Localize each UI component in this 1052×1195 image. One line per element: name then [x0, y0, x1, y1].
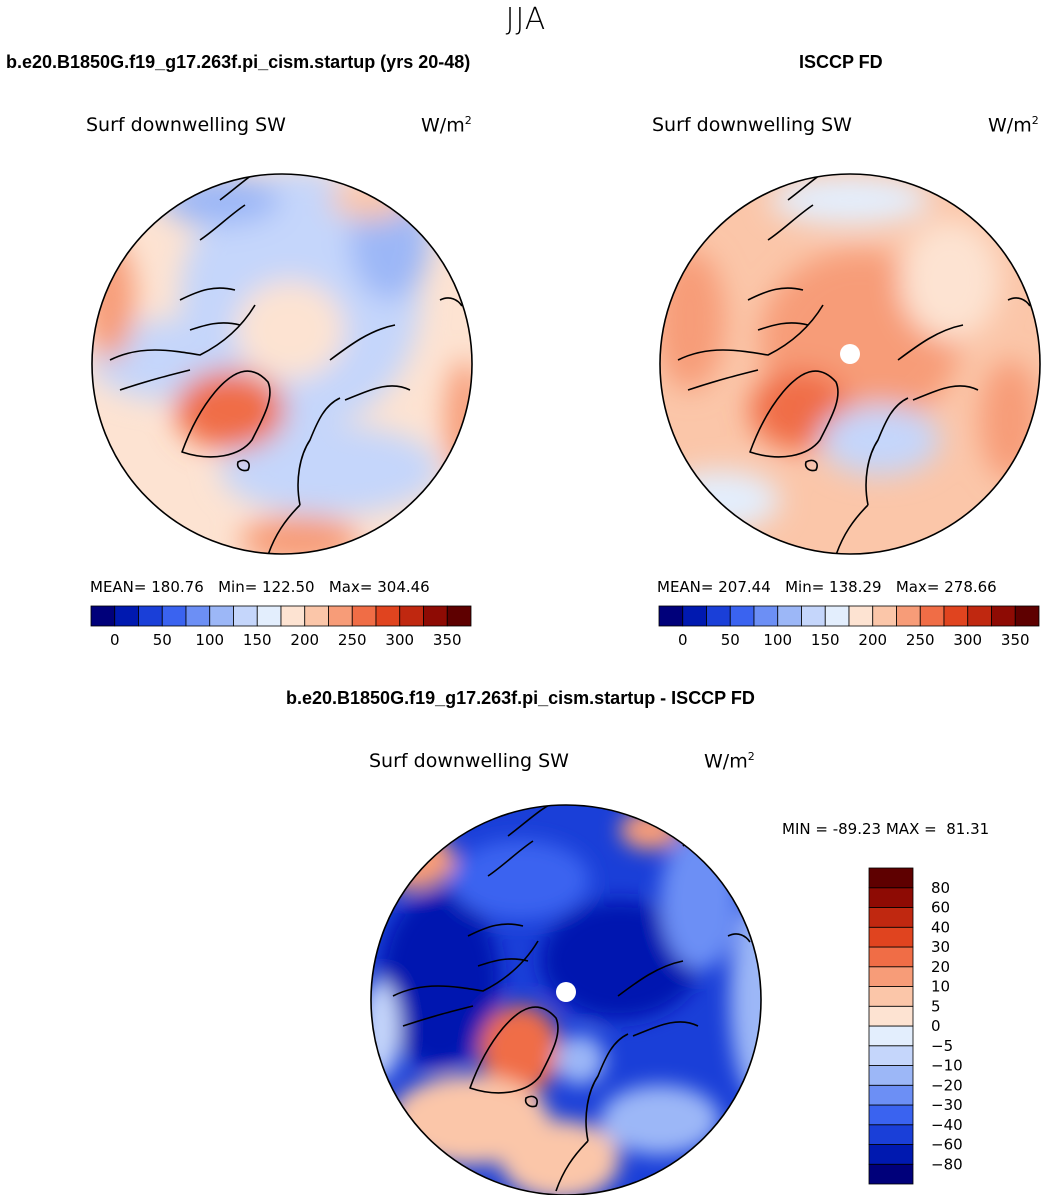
panel-obs-colorbar: 0 50 100 150 200 250 300 350 [658, 605, 1040, 649]
colorbar-swatch [304, 605, 329, 627]
colorbar-swatch [658, 605, 684, 627]
colorbar-swatch [868, 1005, 914, 1027]
panel-model-map [92, 174, 472, 554]
colorbar-tick-label: 100 [763, 631, 792, 649]
colorbar-swatch [868, 966, 914, 987]
colorbar-swatch [868, 1124, 914, 1145]
colorbar-tick-label: 60 [931, 899, 950, 917]
colorbar-swatch [90, 605, 116, 627]
colorbar-swatch [868, 887, 914, 908]
colorbar-tick-label: −5 [931, 1037, 953, 1055]
panel-diff-stats: MIN = -89.23 MAX = 81.31 [782, 820, 990, 838]
colorbar-tick-label: 50 [721, 631, 740, 649]
colorbar-swatch [919, 605, 945, 627]
colorbar-tick-label: 80 [931, 879, 950, 897]
colorbar-tick-label: 250 [906, 631, 935, 649]
colorbar-tick-label: 50 [153, 631, 172, 649]
colorbar-swatch [868, 1144, 914, 1165]
colorbar-swatch [991, 605, 1016, 627]
colorbar-tick-label: 30 [931, 938, 950, 956]
colorbar-tick-label: 350 [433, 631, 462, 649]
colorbar-swatch [114, 605, 139, 627]
colorbar-swatch [896, 605, 921, 627]
colorbar-swatch [868, 867, 914, 889]
colorbar-swatch [868, 1163, 914, 1185]
colorbar-tick-label: 150 [243, 631, 272, 649]
colorbar-swatch [682, 605, 707, 627]
colorbar-swatch [446, 605, 472, 627]
colorbar-swatch [868, 926, 914, 948]
colorbar-swatch [729, 605, 755, 627]
colorbar-tick-label: 0 [931, 1017, 941, 1035]
panel-model-units: W/m2 [421, 114, 472, 137]
panel-model-colorbar: 0 50 100 150 200 250 300 350 [90, 605, 472, 649]
panel-model-stats: MEAN= 180.76 Min= 122.50 Max= 304.46 [90, 578, 430, 596]
colorbar-swatch [1014, 605, 1040, 627]
colorbar-swatch [868, 1104, 914, 1126]
colorbar-tick-label: 100 [195, 631, 224, 649]
colorbar-tick-label: 40 [931, 918, 950, 936]
colorbar-tick-label: 5 [931, 997, 941, 1015]
colorbar-swatch [256, 605, 282, 627]
colorbar-tick-label: 10 [931, 978, 950, 996]
colorbar-tick-label: 0 [678, 631, 688, 649]
colorbar-swatch [824, 605, 850, 627]
panel-model-title: b.e20.B1850G.f19_g17.263f.pi_cism.startu… [6, 52, 471, 72]
colorbar-swatch [848, 605, 874, 627]
colorbar-swatch [161, 605, 187, 627]
colorbar-swatch [138, 605, 163, 627]
colorbar-swatch [423, 605, 448, 627]
colorbar-swatch [777, 605, 802, 627]
colorbar-tick-label: 150 [811, 631, 840, 649]
colorbar-tick-label: −30 [931, 1096, 963, 1114]
colorbar-swatch [872, 605, 897, 627]
colorbar-swatch [753, 605, 779, 627]
season-title: JJA [505, 2, 547, 37]
colorbar-swatch [706, 605, 731, 627]
colorbar-swatch [280, 605, 306, 627]
colorbar-tick-label: −10 [931, 1057, 963, 1075]
colorbar-swatch [967, 605, 992, 627]
panel-diff-variable: Surf downwelling SW [369, 750, 569, 772]
colorbar-swatch [185, 605, 211, 627]
colorbar-swatch [233, 605, 258, 627]
colorbar-swatch [399, 605, 424, 627]
panel-diff-title: b.e20.B1850G.f19_g17.263f.pi_cism.startu… [286, 688, 755, 708]
colorbar-tick-label: −60 [931, 1136, 963, 1154]
panel-obs-stats: MEAN= 207.44 Min= 138.29 Max= 278.66 [657, 578, 997, 596]
colorbar-swatch [943, 605, 969, 627]
colorbar-tick-label: 300 [953, 631, 982, 649]
colorbar-swatch [209, 605, 234, 627]
colorbar-tick-label: −80 [931, 1155, 963, 1173]
colorbar-swatch [868, 946, 914, 968]
colorbar-tick-label: −20 [931, 1076, 963, 1094]
panel-diff-units: W/m2 [704, 750, 755, 773]
colorbar-tick-label: 200 [290, 631, 319, 649]
colorbar-swatch [868, 1084, 914, 1106]
colorbar-tick-label: −40 [931, 1116, 963, 1134]
colorbar-tick-label: 300 [385, 631, 414, 649]
colorbar-swatch [351, 605, 377, 627]
panel-obs-variable: Surf downwelling SW [652, 114, 852, 136]
colorbar-swatch [868, 907, 914, 928]
colorbar-swatch [375, 605, 401, 627]
colorbar-tick-label: 0 [110, 631, 120, 649]
colorbar-swatch [868, 986, 914, 1007]
colorbar-tick-label: 250 [338, 631, 367, 649]
colorbar-swatch [328, 605, 353, 627]
colorbar-tick-label: 350 [1001, 631, 1030, 649]
colorbar-swatch [868, 1045, 914, 1066]
colorbar-swatch [868, 1025, 914, 1047]
colorbar-tick-label: 200 [858, 631, 887, 649]
panel-obs-title: ISCCP FD [799, 52, 883, 72]
panel-obs-units: W/m2 [988, 114, 1039, 137]
colorbar-tick-label: 20 [931, 958, 950, 976]
panel-model-variable: Surf downwelling SW [86, 114, 286, 136]
colorbar-swatch [801, 605, 826, 627]
panel-diff-map [371, 805, 761, 1195]
colorbar-swatch [868, 1065, 914, 1086]
